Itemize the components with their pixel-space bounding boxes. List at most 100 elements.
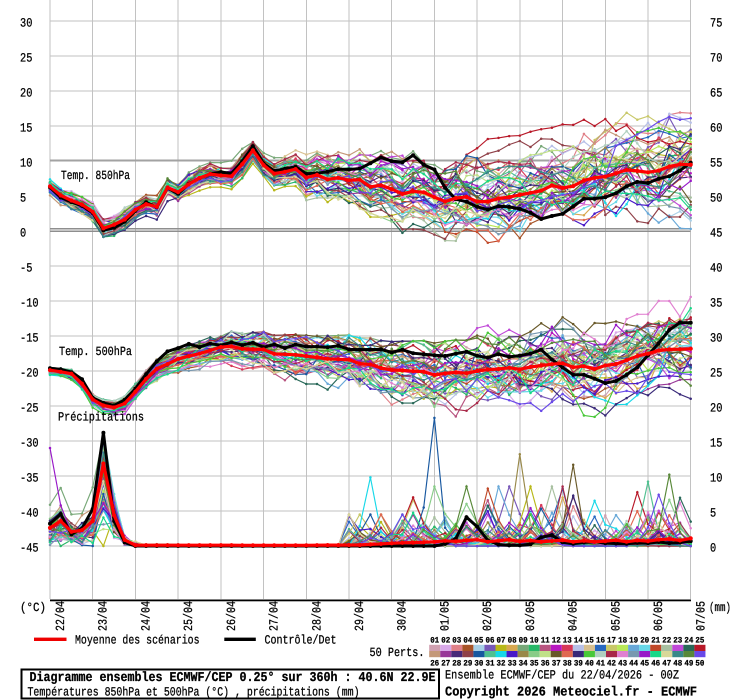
svg-text:41: 41: [596, 660, 605, 669]
svg-text:12: 12: [552, 637, 561, 646]
svg-text:05: 05: [474, 637, 483, 646]
svg-text:02/05: 02/05: [481, 601, 495, 631]
svg-text:Températures 850hPa et 500hPa: Températures 850hPa et 500hPa (°C) , pré…: [28, 686, 360, 700]
svg-text:26: 26: [430, 660, 439, 669]
svg-text:24: 24: [684, 637, 693, 646]
svg-text:37: 37: [552, 660, 561, 669]
svg-text:-45: -45: [20, 542, 39, 556]
svg-text:27/04: 27/04: [268, 601, 282, 631]
svg-text:-35: -35: [20, 472, 39, 486]
svg-text:21: 21: [651, 637, 660, 646]
svg-text:30: 30: [710, 332, 722, 346]
svg-text:-40: -40: [20, 507, 39, 521]
svg-text:10: 10: [20, 157, 32, 171]
svg-text:04: 04: [463, 637, 472, 646]
svg-text:20: 20: [710, 402, 722, 416]
svg-text:55: 55: [710, 157, 722, 171]
svg-text:-5: -5: [20, 262, 32, 276]
svg-text:23: 23: [673, 637, 682, 646]
svg-text:33: 33: [508, 660, 517, 669]
svg-text:65: 65: [710, 87, 722, 101]
svg-text:29: 29: [463, 660, 472, 669]
svg-text:03/05: 03/05: [524, 601, 538, 631]
svg-text:-30: -30: [20, 437, 39, 451]
svg-text:25: 25: [710, 367, 722, 381]
svg-text:49: 49: [684, 660, 693, 669]
svg-text:13: 13: [563, 637, 572, 646]
svg-text:22/04: 22/04: [54, 601, 68, 631]
svg-text:14: 14: [574, 637, 583, 646]
svg-text:30/04: 30/04: [396, 601, 410, 631]
svg-text:15: 15: [585, 637, 594, 646]
svg-text:25/04: 25/04: [182, 601, 196, 631]
svg-text:28: 28: [452, 660, 461, 669]
svg-text:23/04: 23/04: [97, 601, 111, 631]
svg-text:Diagramme ensembles ECMWF/CEP: Diagramme ensembles ECMWF/CEP 0.25° sur …: [30, 671, 436, 686]
svg-text:Ensemble ECMWF/CEP du 22/04/20: Ensemble ECMWF/CEP du 22/04/2026 - 00Z: [445, 669, 679, 683]
svg-text:47: 47: [662, 660, 671, 669]
svg-text:Copyright 2026 Meteociel.fr -: Copyright 2026 Meteociel.fr - ECMWF: [445, 686, 697, 700]
svg-text:06: 06: [486, 637, 495, 646]
svg-text:(mm): (mm): [709, 601, 731, 615]
svg-text:70: 70: [710, 52, 722, 66]
svg-text:5: 5: [710, 507, 716, 521]
svg-text:16: 16: [596, 637, 605, 646]
svg-text:30: 30: [20, 17, 32, 31]
svg-text:50: 50: [710, 192, 722, 206]
svg-text:20: 20: [640, 637, 649, 646]
svg-text:25: 25: [20, 52, 32, 66]
svg-text:30: 30: [474, 660, 483, 669]
svg-text:31: 31: [486, 660, 495, 669]
svg-text:(°C): (°C): [20, 601, 46, 615]
svg-text:40: 40: [585, 660, 594, 669]
svg-text:07: 07: [497, 637, 506, 646]
svg-text:Contrôle/Det: Contrôle/Det: [265, 634, 337, 648]
svg-text:42: 42: [607, 660, 616, 669]
svg-text:43: 43: [618, 660, 627, 669]
svg-text:29/04: 29/04: [353, 601, 367, 631]
svg-text:32: 32: [497, 660, 506, 669]
svg-text:26/04: 26/04: [225, 601, 239, 631]
svg-text:02: 02: [441, 637, 450, 646]
svg-text:0: 0: [20, 227, 26, 241]
svg-text:22: 22: [662, 637, 671, 646]
svg-text:10: 10: [710, 472, 722, 486]
svg-text:46: 46: [651, 660, 660, 669]
svg-text:25: 25: [695, 637, 704, 646]
svg-text:0: 0: [710, 542, 716, 556]
svg-text:Temp. 500hPa: Temp. 500hPa: [59, 345, 132, 359]
svg-text:60: 60: [710, 122, 722, 136]
svg-text:06/05: 06/05: [652, 601, 666, 631]
svg-text:27: 27: [441, 660, 450, 669]
svg-text:18: 18: [618, 637, 627, 646]
svg-text:50 Perts.: 50 Perts.: [370, 646, 425, 660]
svg-text:-20: -20: [20, 367, 39, 381]
svg-text:08: 08: [508, 637, 517, 646]
svg-text:24/04: 24/04: [139, 601, 153, 631]
svg-text:38: 38: [563, 660, 572, 669]
svg-text:09: 09: [519, 637, 528, 646]
svg-text:45: 45: [640, 660, 649, 669]
svg-text:04/05: 04/05: [567, 601, 581, 631]
svg-text:01/05: 01/05: [438, 601, 452, 631]
svg-text:19: 19: [629, 637, 638, 646]
svg-text:Temp. 850hPa: Temp. 850hPa: [61, 169, 130, 183]
svg-text:20: 20: [20, 87, 32, 101]
svg-text:35: 35: [710, 297, 722, 311]
svg-text:75: 75: [710, 17, 722, 31]
svg-text:-25: -25: [20, 402, 39, 416]
svg-text:48: 48: [673, 660, 682, 669]
svg-text:03: 03: [452, 637, 461, 646]
svg-text:44: 44: [629, 660, 638, 669]
svg-text:40: 40: [710, 262, 722, 276]
svg-text:36: 36: [541, 660, 550, 669]
svg-text:17: 17: [607, 637, 616, 646]
svg-text:01: 01: [430, 637, 439, 646]
svg-text:39: 39: [574, 660, 583, 669]
svg-text:-10: -10: [20, 297, 39, 311]
svg-text:Moyenne des scénarios: Moyenne des scénarios: [75, 634, 200, 648]
svg-text:15: 15: [20, 122, 32, 136]
svg-text:28/04: 28/04: [310, 601, 324, 631]
svg-text:35: 35: [530, 660, 539, 669]
svg-text:Précipitations: Précipitations: [58, 411, 144, 425]
